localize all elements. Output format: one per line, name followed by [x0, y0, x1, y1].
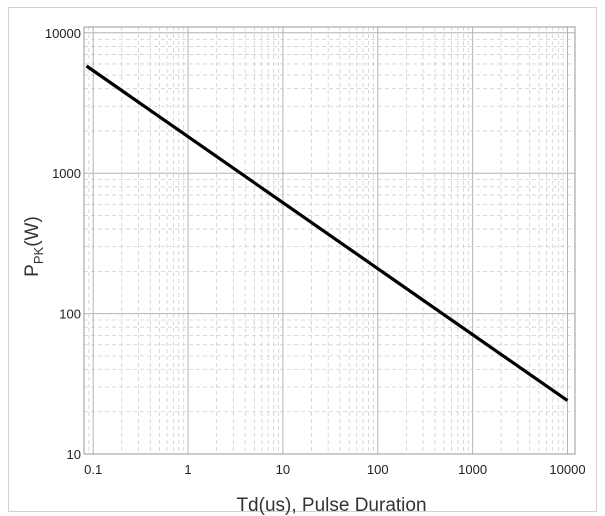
plot-area-border — [83, 26, 576, 455]
series-layer — [85, 64, 569, 402]
y-axis-title-main: P — [22, 264, 43, 277]
minor-grid — [83, 27, 575, 454]
x-tick-label: 1 — [184, 462, 191, 477]
major-grid — [84, 27, 575, 455]
chart-frame — [8, 7, 597, 512]
y-tick-labels: 10 100 1000 10000 — [45, 26, 81, 462]
x-tick-label: 1000 — [458, 462, 487, 477]
y-axis-title-suffix: (W) — [22, 216, 43, 247]
x-tick-labels: 0.1 1 10 100 1000 10000 — [84, 462, 585, 477]
y-tick-label: 10 — [67, 447, 81, 462]
y-tick-label: 1000 — [52, 166, 81, 181]
y-axis-title: PPK(W) — [22, 216, 46, 277]
y-tick-label: 10000 — [45, 26, 81, 41]
y-axis-title-subscript: PK — [31, 246, 46, 264]
x-tick-label: 10 — [276, 462, 290, 477]
series-line-0 — [85, 64, 569, 402]
x-axis-title: Td(us), Pulse Duration — [236, 495, 426, 516]
y-tick-label: 100 — [59, 307, 81, 322]
x-tick-label: 10000 — [549, 462, 585, 477]
x-tick-label: 0.1 — [84, 462, 102, 477]
x-tick-label: 100 — [367, 462, 389, 477]
